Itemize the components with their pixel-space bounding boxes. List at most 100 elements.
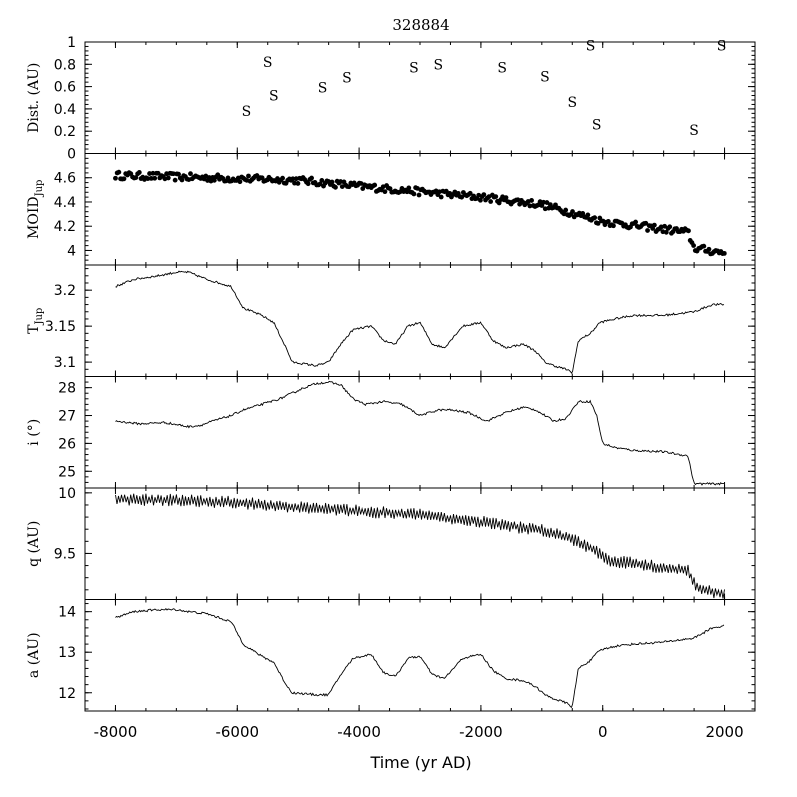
moid-point: [188, 171, 193, 177]
moid-point: [387, 186, 393, 192]
y-tick-label-incl: 26: [58, 436, 76, 452]
y-tick-label-tjup: 3.15: [45, 319, 76, 335]
y-axis-label-sub-tjup: Jup: [34, 308, 45, 326]
moid-point: [406, 185, 412, 191]
moid-point: [706, 246, 712, 252]
y-axis-label-a: a (AU): [26, 632, 42, 678]
panel-frame-a: [84, 599, 756, 712]
moid-point: [150, 170, 156, 176]
close-encounter-marker: S: [409, 61, 419, 77]
moid-point: [295, 181, 301, 186]
moid-point: [691, 243, 697, 248]
panel-frame-tjup: [84, 264, 756, 377]
moid-point: [215, 172, 221, 178]
x-axis-label: Time (yr AD): [369, 753, 471, 772]
moid-point: [605, 219, 611, 224]
close-encounter-marker: S: [540, 70, 550, 86]
y-tick-label-q: 9.5: [54, 546, 76, 562]
y-tick-label-moid: 4.6: [54, 171, 76, 187]
moid-point: [443, 188, 449, 194]
moid-point: [467, 190, 473, 196]
y-tick-label-a: 14: [58, 605, 76, 621]
y-tick-label-dist: 0.6: [54, 80, 76, 96]
y-tick-label-dist: 0.2: [54, 124, 76, 140]
moid-point: [152, 175, 158, 181]
close-encounter-marker: S: [497, 61, 507, 77]
panel-incl: 25 26 27 28 i (°): [26, 376, 756, 489]
moid-point: [488, 199, 494, 204]
moid-point: [145, 176, 151, 181]
moid-point: [305, 181, 311, 187]
x-tick-label: 2000: [705, 723, 743, 741]
y-tick-label-dist: 0.4: [54, 102, 76, 118]
close-encounter-marker: S: [269, 89, 279, 105]
moid-point: [113, 175, 118, 181]
moid-point: [404, 189, 410, 195]
moid-point: [686, 228, 691, 234]
moid-point: [592, 215, 598, 221]
y-axis-label-tjup: TJup: [26, 308, 45, 334]
close-encounter-marker: S: [318, 81, 328, 97]
moid-point: [633, 219, 639, 225]
y-tick-label-dist: 0: [67, 147, 76, 163]
series-line-tjup: [115, 270, 725, 374]
moid-point: [237, 179, 243, 185]
moid-point: [645, 228, 650, 233]
moid-point: [459, 194, 465, 200]
moid-point: [329, 179, 335, 185]
y-tick-label-a: 13: [58, 645, 76, 661]
moid-point: [651, 222, 657, 228]
moid-point: [503, 195, 509, 201]
close-encounter-marker: S: [567, 95, 577, 111]
moid-point: [411, 191, 417, 197]
moid-point: [165, 175, 171, 181]
moid-point: [438, 194, 444, 200]
moid-point: [611, 223, 616, 229]
moid-point: [570, 209, 575, 214]
panel-q: 9.5 10 q (AU): [26, 486, 756, 600]
x-tick-label: -8000: [94, 723, 138, 741]
panel-frame-q: [84, 487, 756, 600]
x-tick-label: -4000: [337, 723, 381, 741]
close-encounter-marker: S: [342, 71, 352, 87]
moid-point: [372, 182, 378, 188]
moid-point: [643, 220, 649, 226]
moid-point: [290, 176, 296, 182]
moid-point: [382, 189, 388, 195]
moid-point: [529, 198, 534, 203]
panel-moid: 4 4.2 4.4 4.6 MOIDJup: [26, 153, 756, 266]
moid-point: [136, 170, 142, 175]
y-tick-label-q: 10: [58, 486, 76, 502]
panel-tjup: 3.1 3.15 3.2 TJup: [26, 264, 756, 377]
panel-frame-incl: [84, 376, 756, 489]
moid-point: [333, 184, 338, 190]
moid-point: [541, 199, 546, 205]
panel-a: 12 13 14 a (AU): [26, 599, 756, 712]
moid-point: [172, 177, 178, 183]
moid-point: [280, 175, 285, 181]
moid-point: [309, 175, 314, 181]
moid-point: [478, 197, 483, 203]
moid-point: [246, 173, 251, 179]
y-tick-label-incl: 27: [58, 409, 76, 425]
close-encounter-marker: S: [586, 38, 596, 54]
moid-point: [155, 170, 161, 176]
moid-point: [171, 171, 176, 177]
y-tick-label-tjup: 3.1: [54, 355, 76, 371]
y-tick-label-incl: 25: [58, 464, 76, 480]
moid-point: [360, 186, 366, 191]
close-encounter-marker: S: [263, 55, 273, 71]
moid-point: [416, 192, 422, 198]
series-line-q: [115, 493, 725, 599]
moid-point: [179, 177, 185, 183]
moid-point: [585, 212, 591, 218]
close-encounter-marker: S: [717, 38, 727, 54]
moid-point: [663, 229, 669, 235]
moid-point: [319, 178, 325, 183]
y-axis-label-sub-moid: Jup: [34, 180, 45, 198]
x-tick-label: -2000: [459, 723, 503, 741]
y-tick-label-moid: 4.2: [54, 219, 76, 235]
